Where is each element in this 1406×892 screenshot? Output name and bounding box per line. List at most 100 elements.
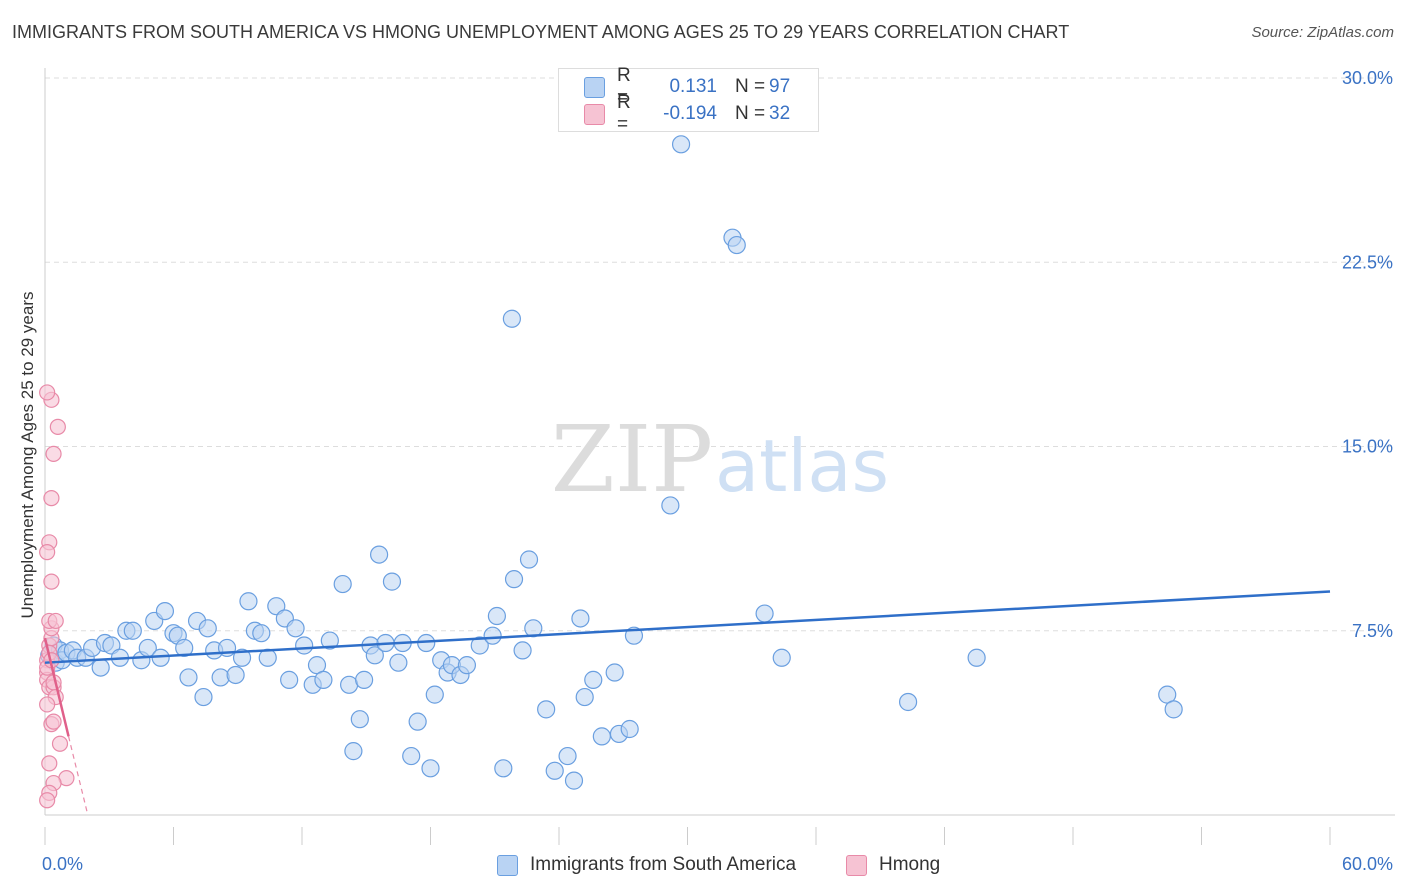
legend-r-value: 0.131 (669, 76, 717, 97)
series-immigrants-points (40, 135, 1183, 790)
axes (44, 68, 1395, 845)
legend-r-value: -0.194 (663, 103, 717, 124)
legend-series: Immigrants from South America Hmong (0, 852, 1406, 878)
data-point-immigrants (333, 574, 352, 594)
data-point-hmong (51, 735, 69, 752)
y-tick-label: 7.5% (1352, 621, 1393, 641)
trend-line-immigrants (44, 590, 1331, 664)
data-point-immigrants (620, 719, 639, 739)
trend-line-hmong (43, 637, 70, 737)
legend-r-label: R = (617, 65, 631, 108)
data-point-immigrants (545, 761, 564, 780)
data-point-immigrants (382, 572, 402, 591)
data-point-immigrants (727, 235, 746, 255)
y-tick-label: 30.0% (1342, 68, 1393, 88)
data-point-immigrants (571, 609, 590, 628)
watermark-atlas: atlas (715, 424, 889, 508)
legend-stats: R = 0.131 N = 97 R = -0.194 N = 32 (558, 65, 819, 135)
data-point-hmong (43, 489, 60, 507)
data-point-immigrants (402, 746, 421, 766)
data-point-immigrants (344, 742, 363, 761)
legend-n-value: 32 (769, 103, 791, 124)
legend-label-hmong: Hmong (879, 854, 941, 875)
data-point-immigrants (483, 626, 502, 645)
data-point-immigrants (504, 570, 524, 589)
data-point-immigrants (320, 631, 339, 650)
data-point-immigrants (389, 653, 408, 672)
watermark: ZIP atlas (551, 406, 889, 513)
data-point-immigrants (355, 670, 374, 689)
data-point-immigrants (592, 727, 611, 746)
data-point-immigrants (314, 670, 333, 689)
trend-line-hmong-extension (67, 736, 89, 816)
data-point-hmong (39, 696, 56, 713)
y-tick-label: 22.5% (1342, 252, 1393, 272)
data-point-immigrants (421, 759, 440, 778)
data-point-immigrants (226, 665, 245, 685)
data-point-immigrants (340, 675, 359, 694)
data-point-immigrants (102, 636, 121, 655)
data-point-immigrants (280, 670, 299, 689)
data-point-immigrants (487, 606, 506, 626)
data-point-immigrants (564, 771, 584, 790)
data-point-immigrants (194, 687, 213, 707)
data-point-hmong (45, 445, 62, 462)
legend-swatch-pink (846, 854, 867, 876)
legend-r-label: R = (617, 92, 631, 135)
y-tick-label: 15.0% (1342, 437, 1393, 457)
data-point-immigrants (755, 604, 774, 623)
legend-swatch-blue (584, 76, 605, 98)
legend-swatch-pink (584, 103, 605, 125)
data-point-immigrants (898, 692, 918, 712)
data-point-immigrants (232, 648, 252, 667)
data-point-immigrants (155, 601, 175, 621)
data-point-immigrants (671, 135, 691, 154)
data-point-immigrants (502, 309, 521, 328)
data-point-immigrants (365, 646, 384, 665)
source-credit: Source: ZipAtlas.com (1251, 24, 1394, 41)
data-point-hmong (41, 755, 58, 772)
data-point-immigrants (425, 685, 444, 704)
legend-n-value: 97 (769, 76, 791, 97)
legend-row-hmong: R = -0.194 N = 32 (584, 92, 791, 135)
data-point-immigrants (123, 621, 142, 640)
legend-n-label: N = (735, 103, 766, 124)
legend-label-immigrants: Immigrants from South America (530, 854, 797, 875)
data-point-immigrants (91, 658, 110, 677)
data-point-immigrants (575, 687, 594, 707)
legend-item-immigrants[interactable]: Immigrants from South America (497, 852, 796, 878)
legend-n-label: N = (735, 76, 766, 97)
data-point-immigrants (558, 746, 577, 766)
data-point-immigrants (239, 592, 258, 611)
data-point-immigrants (967, 648, 986, 667)
legend-item-hmong[interactable]: Hmong (846, 852, 940, 878)
data-point-hmong (39, 792, 56, 809)
x-tick-label: 60.0% (1342, 854, 1393, 874)
data-point-immigrants (295, 636, 314, 655)
data-point-hmong (39, 384, 56, 401)
tick-labels: 7.5% 15.0% 22.5% 30.0% 0.0% 60.0% (42, 68, 1393, 874)
data-point-immigrants (605, 663, 624, 682)
data-point-immigrants (350, 710, 369, 729)
data-point-immigrants (519, 550, 539, 569)
data-point-immigrants (772, 648, 791, 667)
data-point-immigrants (408, 712, 427, 731)
data-point-immigrants (537, 700, 556, 719)
gridlines (45, 77, 1395, 632)
data-point-hmong (47, 612, 64, 630)
data-point-immigrants (470, 636, 489, 655)
legend-swatch-blue (497, 854, 518, 876)
legend-row-immigrants: R = 0.131 N = 97 (584, 65, 791, 108)
data-point-immigrants (267, 597, 286, 616)
data-point-immigrants (494, 759, 513, 778)
data-point-immigrants (286, 619, 305, 638)
trend-lines (43, 590, 1331, 816)
data-point-immigrants (457, 656, 477, 675)
data-point-hmong (49, 418, 66, 435)
x-tick-label: 0.0% (42, 854, 83, 874)
data-point-immigrants (1164, 700, 1183, 719)
data-point-immigrants (513, 641, 532, 660)
data-point-immigrants (370, 545, 389, 564)
data-point-immigrants (211, 668, 230, 687)
